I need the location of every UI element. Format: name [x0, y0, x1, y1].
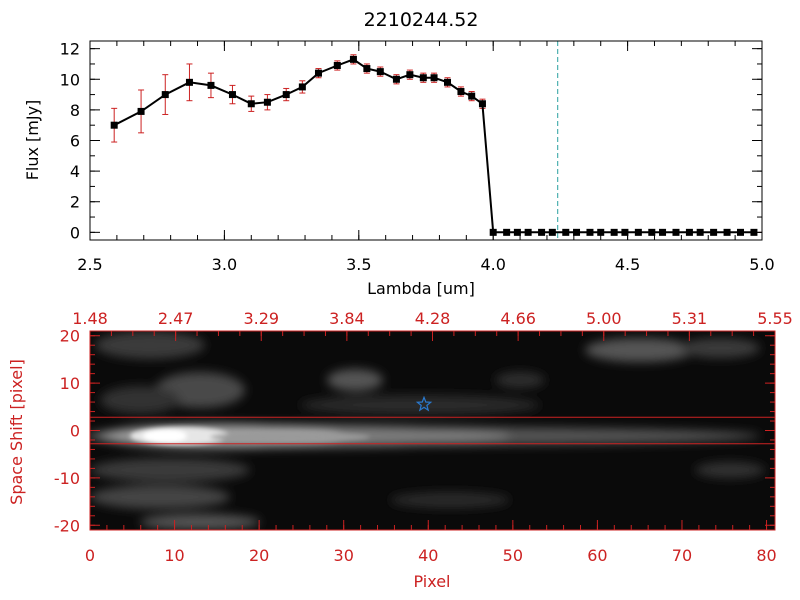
y-tick-label: 4: [70, 162, 80, 181]
space-shift-tick-label: 10: [60, 374, 80, 393]
space-shift-y-ticks: 20 10 0 -10 -20: [54, 327, 775, 535]
flux-data-point: [648, 228, 656, 236]
flux-data-point: [314, 69, 322, 77]
wavelength-tick-label: 1.48: [72, 309, 108, 328]
flux-data-point: [406, 71, 414, 79]
flux-data-point: [419, 74, 427, 82]
flux-data-point: [503, 228, 511, 236]
wavelength-tick-label: 5.31: [672, 309, 708, 328]
flux-data-point: [444, 78, 452, 86]
spectrum-plot-area: [110, 41, 762, 240]
pixel-tick-label: 20: [249, 546, 269, 565]
pixel-tick-label: 10: [164, 546, 184, 565]
flux-data-point: [597, 228, 605, 236]
pixel-tick-label: 60: [587, 546, 607, 565]
spectrum-panel: 2210244.52 2.5 3.0 3.5 4.0 4.5 5.0 024681012 …: [23, 9, 775, 298]
pixel-tick-label: 50: [503, 546, 523, 565]
extraction-aperture: [90, 416, 775, 445]
space-shift-tick-label: -20: [54, 516, 80, 535]
spectrum-frame: [89, 40, 763, 241]
flux-data-point: [457, 88, 465, 96]
y-tick-label: 0: [70, 223, 80, 242]
pixel-tick-label: 0: [85, 546, 95, 565]
x-tick-label: 5.0: [749, 255, 774, 274]
flux-data-point: [586, 228, 594, 236]
flux-data-point: [228, 91, 236, 99]
flux-data-point: [468, 92, 476, 100]
flux-data-point: [298, 83, 306, 91]
pixel-tick-label: 40: [418, 546, 438, 565]
spectrum-title: 2210244.52: [364, 9, 479, 31]
y-tick-label: 10: [60, 70, 80, 89]
spectrum-image: [90, 331, 775, 530]
spectrum-image-panel: 0 10 20 30 40 50 60 70 80 1.48 2.47 3.29 3.84 4.28 4.…: [7, 309, 793, 591]
flux-data-point: [282, 91, 290, 99]
flux-data-point: [634, 228, 642, 236]
pixel-x-label: Pixel: [413, 572, 450, 591]
flux-data-point: [478, 100, 486, 108]
flux-data-point: [207, 81, 215, 89]
y-tick-label: 8: [70, 101, 80, 120]
flux-data-point: [363, 65, 371, 73]
flux-data-point: [562, 228, 570, 236]
flux-data-point: [161, 91, 169, 99]
spectrum-y-label: Flux [mJy]: [23, 100, 42, 181]
source-star-marker: [415, 395, 433, 412]
space-shift-tick-label: -10: [54, 469, 80, 488]
flux-data-point: [247, 100, 255, 108]
wavelength-tick-label: 2.47: [158, 309, 194, 328]
flux-data-point: [659, 228, 667, 236]
flux-data-point: [349, 55, 357, 63]
flux-data-point: [696, 228, 704, 236]
pixel-tick-label: 70: [672, 546, 692, 565]
space-shift-tick-label: 20: [60, 327, 80, 346]
pixel-tick-label: 80: [756, 546, 776, 565]
y-tick-label: 12: [60, 40, 80, 59]
flux-data-point: [333, 61, 341, 69]
wavelength-tick-label: 3.84: [329, 309, 365, 328]
wavelength-tick-label: 4.66: [500, 309, 536, 328]
y-tick-label: 6: [70, 132, 80, 151]
pixel-tick-label: 30: [334, 546, 354, 565]
flux-data-point: [610, 228, 618, 236]
wavelength-top-ticks: 1.48 2.47 3.29 3.84 4.28 4.66 5.00 5.31 5.55: [72, 309, 793, 341]
flux-data-point: [376, 68, 384, 76]
flux-data-point: [538, 228, 546, 236]
flux-data-point: [137, 107, 145, 115]
flux-data-point: [736, 228, 744, 236]
x-tick-label: 4.5: [615, 255, 640, 274]
flux-data-point: [185, 78, 193, 86]
flux-data-point: [710, 228, 718, 236]
flux-data-point: [524, 228, 532, 236]
flux-data-point: [672, 228, 680, 236]
pixel-x-ticks: 0 10 20 30 40 50 60 70 80: [85, 520, 777, 565]
spectrum-x-label: Lambda [um]: [367, 279, 475, 298]
flux-data-point: [723, 228, 731, 236]
wavelength-tick-label: 5.00: [586, 309, 622, 328]
flux-data-point: [548, 228, 556, 236]
x-tick-label: 3.5: [346, 255, 371, 274]
flux-data-point: [621, 228, 629, 236]
wavelength-tick-label: 5.55: [757, 309, 793, 328]
wavelength-tick-label: 3.29: [243, 309, 279, 328]
y-tick-label: 2: [70, 193, 80, 212]
x-tick-label: 4.0: [480, 255, 505, 274]
space-shift-y-label: Space Shift [pixel]: [7, 359, 26, 505]
spectrum-y-ticks: 0 2 4 6 8 10 12: [60, 40, 762, 242]
flux-data-point: [110, 121, 118, 129]
spectrum-x-ticks: 2.5 3.0 3.5 4.0 4.5 5.0: [77, 41, 775, 274]
flux-data-point: [392, 75, 400, 83]
wavelength-tick-label: 4.28: [415, 309, 451, 328]
flux-data-point: [685, 228, 693, 236]
flux-data-point: [263, 98, 271, 106]
x-tick-label: 2.5: [77, 255, 102, 274]
flux-data-point: [573, 228, 581, 236]
flux-data-point: [513, 228, 521, 236]
x-tick-label: 3.0: [212, 255, 237, 274]
space-shift-tick-label: 0: [70, 422, 80, 441]
flux-data-point: [430, 74, 438, 82]
